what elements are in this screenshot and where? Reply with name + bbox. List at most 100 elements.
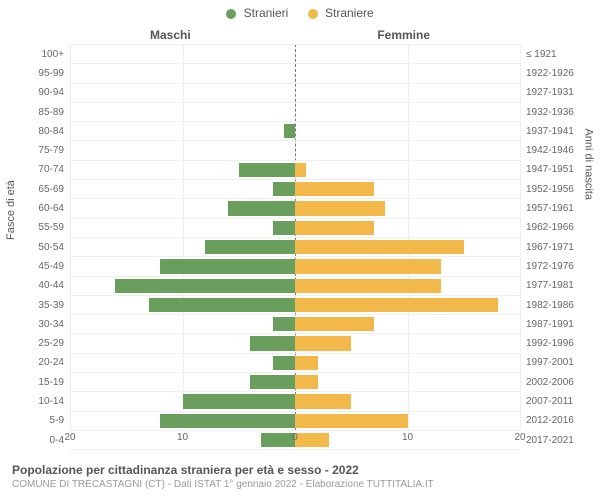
bar-female <box>295 259 441 273</box>
age-row: 45-491972-1976 <box>70 256 520 275</box>
age-label: 55-59 <box>14 219 70 237</box>
birth-year-label: 1962-1966 <box>520 219 596 237</box>
birth-year-label: ≤ 1921 <box>520 45 596 63</box>
header-female: Femmine <box>377 28 430 42</box>
age-label: 35-39 <box>14 296 70 314</box>
bar-female <box>295 201 385 215</box>
age-label: 50-54 <box>14 238 70 256</box>
age-label: 80-84 <box>14 122 70 140</box>
bar-female <box>295 317 374 331</box>
bar-female <box>295 279 441 293</box>
age-label: 30-34 <box>14 315 70 333</box>
x-tick: 10 <box>177 432 188 443</box>
age-row: 20-241997-2001 <box>70 353 520 372</box>
population-pyramid-chart: Stranieri Straniere Maschi Femmine Fasce… <box>0 0 600 500</box>
birth-year-label: 1927-1931 <box>520 84 596 102</box>
bar-female <box>295 394 351 408</box>
age-row: 70-741947-1951 <box>70 160 520 179</box>
bar-male <box>228 201 296 215</box>
x-tick: 20 <box>514 432 525 443</box>
birth-year-label: 1942-1946 <box>520 141 596 159</box>
caption-main: Popolazione per cittadinanza straniera p… <box>12 463 588 477</box>
age-row: 35-391982-1986 <box>70 295 520 314</box>
age-label: 90-94 <box>14 84 70 102</box>
age-label: 15-19 <box>14 373 70 391</box>
age-row: 10-142007-2011 <box>70 391 520 410</box>
birth-year-label: 2002-2006 <box>520 373 596 391</box>
age-row: 60-641957-1961 <box>70 198 520 217</box>
caption: Popolazione per cittadinanza straniera p… <box>12 463 588 490</box>
age-row: 55-591962-1966 <box>70 218 520 237</box>
female-swatch <box>308 9 318 19</box>
age-label: 60-64 <box>14 199 70 217</box>
age-row: 100+≤ 1921 <box>70 44 520 63</box>
birth-year-label: 1957-1961 <box>520 199 596 217</box>
x-tick: 10 <box>402 432 413 443</box>
age-row: 40-441977-1981 <box>70 276 520 295</box>
birth-year-label: 1992-1996 <box>520 334 596 352</box>
birth-year-label: 2007-2011 <box>520 392 596 410</box>
birth-year-label: 1972-1976 <box>520 257 596 275</box>
age-label: 25-29 <box>14 334 70 352</box>
age-label: 95-99 <box>14 64 70 82</box>
age-row: 80-841937-1941 <box>70 121 520 140</box>
legend-item-male: Stranieri <box>226 6 288 20</box>
bar-male <box>149 298 295 312</box>
birth-year-label: 1982-1986 <box>520 296 596 314</box>
birth-year-label: 1937-1941 <box>520 122 596 140</box>
birth-year-label: 2017-2021 <box>520 431 596 449</box>
legend-label-female: Straniere <box>325 6 374 20</box>
age-label: 65-69 <box>14 180 70 198</box>
bar-female <box>295 298 498 312</box>
age-row: 95-991922-1926 <box>70 63 520 82</box>
legend-label-male: Stranieri <box>244 6 289 20</box>
bar-female <box>295 375 318 389</box>
birth-year-label: 1977-1981 <box>520 277 596 295</box>
bar-female <box>295 240 464 254</box>
age-row: 50-541967-1971 <box>70 237 520 256</box>
bar-male <box>284 124 295 138</box>
bar-male <box>273 317 296 331</box>
bar-male <box>115 279 295 293</box>
birth-year-label: 1967-1971 <box>520 238 596 256</box>
bar-female <box>295 336 351 350</box>
caption-sub: COMUNE DI TRECASTAGNI (CT) - Dati ISTAT … <box>12 479 588 490</box>
age-label: 0-4 <box>14 431 70 449</box>
bar-male <box>160 259 295 273</box>
age-label: 40-44 <box>14 277 70 295</box>
bar-male <box>250 336 295 350</box>
x-tick: 20 <box>64 432 75 443</box>
birth-year-label: 1947-1951 <box>520 161 596 179</box>
age-label: 45-49 <box>14 257 70 275</box>
bar-male <box>239 163 295 177</box>
header-male: Maschi <box>150 28 191 42</box>
age-label: 75-79 <box>14 141 70 159</box>
bar-male <box>250 375 295 389</box>
age-row: 15-192002-2006 <box>70 372 520 391</box>
age-row: 30-341987-1991 <box>70 314 520 333</box>
bar-male <box>273 221 296 235</box>
age-row: 90-941927-1931 <box>70 83 520 102</box>
bar-female <box>295 356 318 370</box>
age-label: 85-89 <box>14 103 70 121</box>
bar-male <box>160 414 295 428</box>
bar-female <box>295 221 374 235</box>
birth-year-label: 1922-1926 <box>520 64 596 82</box>
bar-male <box>273 356 296 370</box>
bar-female <box>295 414 408 428</box>
birth-year-label: 1987-1991 <box>520 315 596 333</box>
bar-male <box>205 240 295 254</box>
plot-area: 100+≤ 192195-991922-192690-941927-193185… <box>70 44 520 430</box>
age-label: 5-9 <box>14 412 70 430</box>
age-label: 20-24 <box>14 354 70 372</box>
birth-year-label: 1952-1956 <box>520 180 596 198</box>
male-swatch <box>226 9 236 19</box>
age-row: 85-891932-1936 <box>70 102 520 121</box>
legend: Stranieri Straniere <box>0 6 600 20</box>
age-label: 70-74 <box>14 161 70 179</box>
age-label: 100+ <box>14 45 70 63</box>
age-row: 75-791942-1946 <box>70 140 520 159</box>
birth-year-label: 2012-2016 <box>520 412 596 430</box>
age-row: 5-92012-2016 <box>70 411 520 430</box>
bar-female <box>295 182 374 196</box>
